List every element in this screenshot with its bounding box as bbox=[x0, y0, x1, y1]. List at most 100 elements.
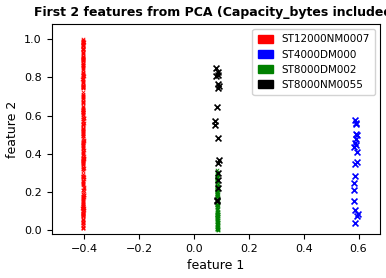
ST12000NM0007 bbox=[80, 213, 86, 217]
ST8000NM0055 bbox=[212, 66, 218, 70]
ST12000NM0007 bbox=[80, 110, 86, 114]
ST12000NM0007 bbox=[80, 217, 86, 222]
ST4000DM000 bbox=[352, 220, 359, 225]
ST12000NM0007 bbox=[80, 134, 86, 138]
ST12000NM0007 bbox=[80, 211, 86, 216]
ST12000NM0007 bbox=[80, 165, 86, 170]
ST12000NM0007 bbox=[80, 43, 86, 47]
ST12000NM0007 bbox=[80, 130, 86, 134]
ST8000DM002 bbox=[215, 188, 221, 192]
ST12000NM0007 bbox=[80, 125, 86, 130]
ST8000DM002 bbox=[214, 199, 220, 203]
ST12000NM0007 bbox=[80, 130, 86, 135]
ST12000NM0007 bbox=[80, 129, 86, 133]
ST12000NM0007 bbox=[80, 73, 86, 77]
ST8000DM002 bbox=[215, 193, 221, 197]
ST12000NM0007 bbox=[80, 52, 86, 56]
ST12000NM0007 bbox=[80, 157, 86, 162]
ST12000NM0007 bbox=[80, 56, 86, 60]
ST12000NM0007 bbox=[80, 202, 86, 206]
ST8000DM002 bbox=[214, 183, 220, 188]
ST8000DM002 bbox=[214, 218, 220, 222]
ST12000NM0007 bbox=[80, 71, 86, 75]
ST12000NM0007 bbox=[80, 65, 86, 70]
ST12000NM0007 bbox=[80, 74, 86, 78]
ST12000NM0007 bbox=[80, 134, 86, 138]
ST12000NM0007 bbox=[80, 112, 86, 117]
ST8000DM002 bbox=[215, 214, 221, 219]
ST4000DM000 bbox=[353, 143, 359, 148]
ST12000NM0007 bbox=[80, 121, 86, 126]
ST8000DM002 bbox=[214, 213, 220, 217]
ST8000DM002 bbox=[214, 219, 220, 223]
ST8000NM0055 bbox=[215, 178, 221, 182]
ST12000NM0007 bbox=[80, 212, 86, 217]
ST12000NM0007 bbox=[80, 57, 86, 61]
ST12000NM0007 bbox=[80, 63, 86, 67]
ST8000DM002 bbox=[215, 198, 221, 202]
ST12000NM0007 bbox=[80, 84, 86, 89]
ST4000DM000 bbox=[353, 131, 359, 136]
ST8000DM002 bbox=[215, 186, 221, 190]
ST12000NM0007 bbox=[80, 50, 86, 54]
ST4000DM000 bbox=[352, 207, 358, 212]
ST12000NM0007 bbox=[80, 158, 86, 162]
ST12000NM0007 bbox=[80, 44, 86, 48]
ST12000NM0007 bbox=[80, 223, 86, 227]
ST12000NM0007 bbox=[80, 81, 86, 86]
ST8000DM002 bbox=[214, 196, 220, 201]
ST8000DM002 bbox=[215, 220, 221, 224]
ST12000NM0007 bbox=[80, 193, 86, 198]
ST12000NM0007 bbox=[80, 131, 86, 136]
ST8000DM002 bbox=[214, 215, 220, 219]
ST8000DM002 bbox=[213, 183, 220, 188]
ST12000NM0007 bbox=[80, 63, 86, 67]
ST4000DM000 bbox=[352, 137, 359, 141]
ST12000NM0007 bbox=[80, 100, 86, 105]
ST4000DM000 bbox=[352, 162, 358, 167]
ST8000DM002 bbox=[215, 212, 221, 217]
ST12000NM0007 bbox=[80, 204, 86, 208]
ST12000NM0007 bbox=[80, 162, 86, 166]
ST8000DM002 bbox=[215, 215, 221, 220]
ST8000DM002 bbox=[214, 227, 220, 232]
ST12000NM0007 bbox=[80, 159, 86, 163]
ST12000NM0007 bbox=[80, 90, 86, 94]
ST12000NM0007 bbox=[80, 104, 86, 108]
ST12000NM0007 bbox=[80, 191, 86, 196]
ST12000NM0007 bbox=[80, 50, 86, 55]
ST12000NM0007 bbox=[80, 63, 86, 67]
ST12000NM0007 bbox=[80, 98, 86, 103]
ST12000NM0007 bbox=[80, 39, 86, 44]
ST12000NM0007 bbox=[80, 72, 86, 76]
ST12000NM0007 bbox=[80, 122, 86, 126]
ST12000NM0007 bbox=[80, 110, 86, 114]
ST8000DM002 bbox=[214, 187, 220, 192]
ST4000DM000 bbox=[352, 117, 358, 122]
ST12000NM0007 bbox=[80, 93, 86, 98]
ST12000NM0007 bbox=[80, 39, 86, 44]
ST8000NM0055 bbox=[215, 70, 221, 74]
ST12000NM0007 bbox=[81, 193, 87, 197]
ST4000DM000 bbox=[352, 174, 358, 178]
ST8000DM002 bbox=[214, 202, 220, 207]
ST12000NM0007 bbox=[80, 181, 86, 185]
ST12000NM0007 bbox=[80, 146, 86, 150]
ST12000NM0007 bbox=[80, 57, 86, 61]
ST12000NM0007 bbox=[80, 157, 86, 161]
ST8000DM002 bbox=[214, 194, 220, 199]
ST12000NM0007 bbox=[80, 96, 86, 101]
ST12000NM0007 bbox=[80, 167, 86, 171]
ST12000NM0007 bbox=[80, 187, 86, 192]
ST12000NM0007 bbox=[80, 219, 86, 224]
ST8000NM0055 bbox=[214, 105, 220, 109]
ST4000DM000 bbox=[352, 141, 359, 145]
ST12000NM0007 bbox=[80, 73, 86, 77]
ST12000NM0007 bbox=[80, 206, 86, 211]
ST8000DM002 bbox=[215, 225, 221, 230]
ST12000NM0007 bbox=[80, 107, 86, 112]
ST8000DM002 bbox=[214, 202, 220, 206]
ST12000NM0007 bbox=[81, 177, 87, 181]
ST12000NM0007 bbox=[80, 74, 86, 78]
ST12000NM0007 bbox=[80, 217, 86, 221]
